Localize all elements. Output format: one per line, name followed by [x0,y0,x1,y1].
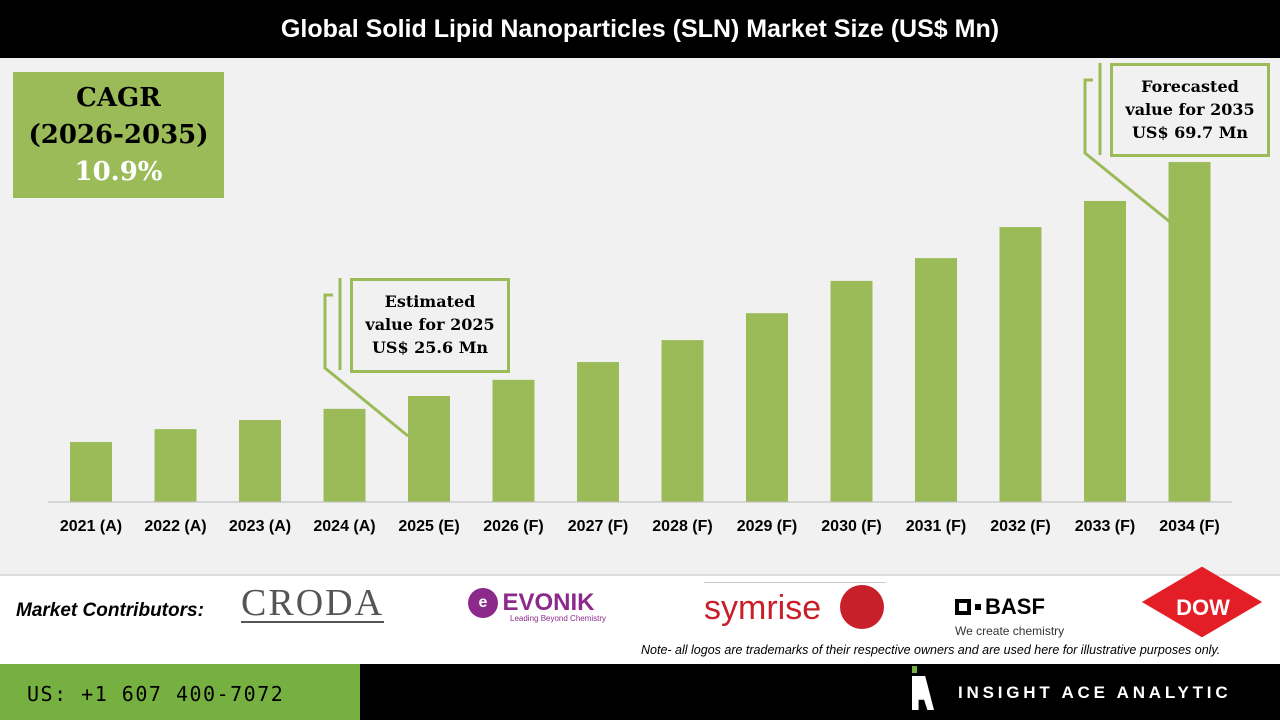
bar-2029 [746,313,788,502]
cagr-value: 10.9% [74,157,163,187]
contributors-label: Market Contributors: [16,600,204,621]
x-tick-label: 2030 (F) [821,518,881,535]
x-tick-label: 2024 (A) [313,518,375,535]
evonik-icon: e [468,588,498,618]
x-tick-label: 2031 (F) [906,518,966,535]
bar-2022 [154,429,197,502]
bar-chart: 2021 (A) 2022 (A) 2023 (A) 2024 (A) 2025 (E)… [48,63,1232,535]
symrise-dragon-icon [840,585,884,629]
x-tick-label: 2034 (F) [1159,518,1219,535]
bar-2024 [323,408,366,502]
callout-forecast-connector [1083,63,1171,224]
callout-line: value for 2035 [1125,100,1255,119]
x-tick-label: 2025 (E) [398,518,459,535]
brand-logo-accent [912,666,917,673]
chart-title: Global Solid Lipid Nanoparticles (SLN) M… [0,0,1280,58]
brand-name: INSIGHT ACE ANALYTIC [958,683,1232,702]
bar-2033 [1084,200,1126,502]
cagr-label: CAGR [76,83,161,113]
callout-value: US$ 69.7 Mn [1131,123,1249,142]
callout-line: value for 2025 [365,315,495,334]
footer-bar [360,664,1280,720]
phone-number: US: +1 607 400-7072 [0,664,360,720]
evonik-logo: e EVONIK Leading Beyond Chemistry [468,588,606,623]
bar-2023 [239,420,281,502]
cagr-period: (2026-2035) [28,120,209,150]
bar-2027 [577,362,619,502]
x-tick-label: 2029 (F) [737,518,797,535]
trademark-note: Note- all logos are trademarks of their … [641,643,1221,657]
callout-forecast: Forecasted value for 2035 US$ 69.7 Mn [1110,63,1270,157]
croda-logo: CRODA [241,582,385,624]
callout-line: Estimated [384,292,476,311]
dow-logo: DOW [1140,566,1266,638]
bar-2021 [70,441,112,502]
callout-line: Forecasted [1141,77,1239,96]
x-tick-label: 2021 (A) [60,518,122,535]
callout-value: US$ 25.6 Mn [371,338,489,357]
symrise-logo: symrise [704,582,886,630]
callout-estimated: Estimated value for 2025 US$ 25.6 Mn [350,278,510,373]
x-tick-label: 2022 (A) [144,518,206,535]
bar-2030 [830,280,873,502]
x-tick-label: 2028 (F) [652,518,712,535]
bar-2032 [999,227,1042,502]
bar-2031 [915,258,957,502]
x-tick-label: 2027 (F) [568,518,628,535]
callout-estimated-connector [323,278,409,438]
bar-2026 [492,379,535,502]
x-tick-label: 2026 (F) [483,518,543,535]
cagr-box: CAGR (2026-2035) 10.9% [13,72,224,198]
x-tick-label: 2023 (A) [229,518,291,535]
basf-logo: BASF We create chemistry [955,594,1065,638]
bar-2025 [408,396,450,502]
bar-2028 [661,340,704,502]
bar-2034 [1168,162,1211,502]
x-tick-label: 2033 (F) [1075,518,1135,535]
x-tick-label: 2032 (F) [990,518,1050,535]
